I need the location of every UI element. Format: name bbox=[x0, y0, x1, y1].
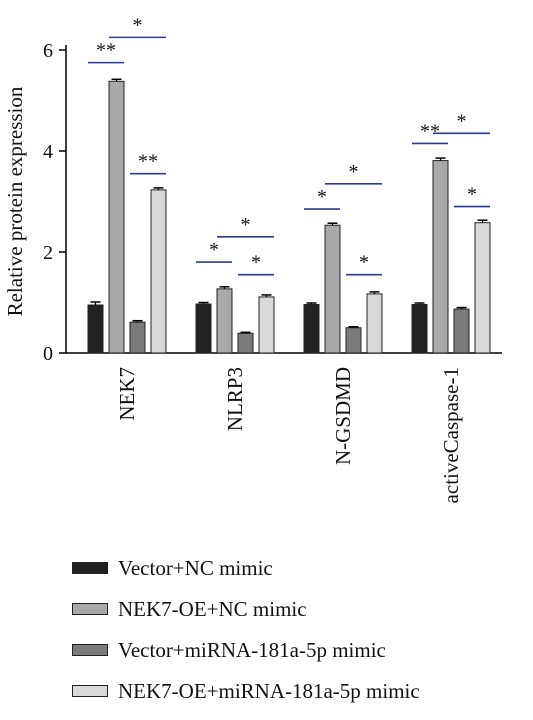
significance-label: ** bbox=[138, 151, 158, 173]
significance-label: * bbox=[251, 252, 261, 274]
significance-label: ** bbox=[96, 40, 116, 62]
significance-label: * bbox=[317, 186, 327, 208]
significance-label: * bbox=[133, 14, 143, 36]
legend-item-vector-mirna: Vector+miRNA-181a-5p mimic bbox=[72, 638, 527, 664]
legend: Vector+NC mimic NEK7-OE+NC mimic Vector+… bbox=[72, 556, 527, 720]
bar bbox=[237, 332, 254, 354]
significance-label: * bbox=[359, 252, 369, 274]
y-axis-title: Relative protein expression bbox=[3, 86, 27, 316]
bar bbox=[150, 189, 167, 354]
legend-swatch bbox=[72, 603, 108, 615]
significance-label: * bbox=[209, 239, 219, 261]
bar bbox=[324, 224, 341, 354]
x-tick-label: NEK7 bbox=[115, 367, 139, 421]
y-tick-label: 4 bbox=[43, 141, 53, 163]
y-tick-label: 6 bbox=[43, 40, 53, 62]
y-tick-label: 0 bbox=[43, 343, 53, 365]
legend-item-nek7-oe-nc: NEK7-OE+NC mimic bbox=[72, 597, 527, 623]
bar bbox=[366, 293, 383, 354]
bar-chart: 0 2 4 6 Relative protein expression NEK7 NLRP3… bbox=[3, 14, 502, 503]
significance-label: * bbox=[349, 161, 359, 183]
legend-swatch bbox=[72, 644, 108, 656]
bar bbox=[411, 304, 428, 354]
x-tick-label: N-GSDMD bbox=[331, 367, 355, 465]
bar bbox=[87, 304, 104, 354]
x-tick-label: NLRP3 bbox=[223, 367, 247, 431]
legend-label: NEK7-OE+miRNA-181a-5p mimic bbox=[118, 679, 420, 703]
legend-swatch bbox=[72, 685, 108, 697]
bar bbox=[432, 160, 449, 354]
legend-swatch bbox=[72, 562, 108, 574]
bar bbox=[345, 327, 362, 354]
legend-item-vector-nc: Vector+NC mimic bbox=[72, 556, 527, 582]
y-tick-label: 2 bbox=[43, 242, 53, 264]
legend-label: NEK7-OE+NC mimic bbox=[118, 597, 307, 621]
bar bbox=[108, 80, 125, 354]
legend-label: Vector+miRNA-181a-5p mimic bbox=[118, 638, 386, 662]
significance-label: * bbox=[241, 214, 251, 236]
bar bbox=[303, 304, 320, 354]
bar bbox=[129, 321, 146, 354]
bar bbox=[453, 308, 470, 354]
legend-label: Vector+NC mimic bbox=[118, 556, 273, 580]
bar bbox=[258, 296, 275, 354]
bar bbox=[474, 222, 491, 354]
significance-label: * bbox=[457, 110, 467, 132]
x-tick-label: activeCaspase-1 bbox=[439, 367, 463, 503]
bar bbox=[216, 288, 233, 354]
significance-label: ** bbox=[420, 120, 440, 142]
significance-label: * bbox=[467, 184, 477, 206]
legend-item-nek7-oe-mirna: NEK7-OE+miRNA-181a-5p mimic bbox=[72, 679, 527, 705]
bar bbox=[195, 303, 212, 354]
